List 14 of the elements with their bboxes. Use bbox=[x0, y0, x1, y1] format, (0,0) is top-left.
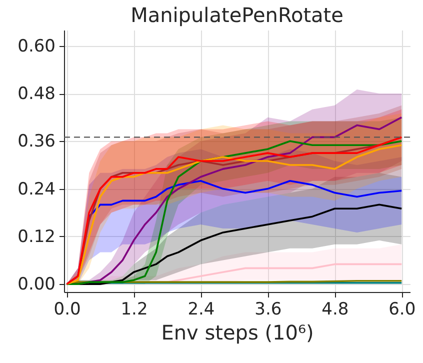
x-tick-label: 3.6 bbox=[254, 300, 282, 320]
x-tick-label: 0.0 bbox=[54, 300, 81, 320]
x-tick-label: 2.4 bbox=[188, 300, 215, 320]
y-tick-label: 0.48 bbox=[18, 84, 56, 104]
y-tick-label: 0.60 bbox=[18, 36, 56, 56]
y-tick-label: 0.00 bbox=[18, 274, 56, 295]
y-tick-label: 0.36 bbox=[18, 132, 56, 152]
x-tick-label: 1.2 bbox=[120, 300, 148, 320]
x-axis-title: Env steps (10⁶) bbox=[161, 320, 314, 344]
y-tick-label: 0.24 bbox=[18, 179, 56, 200]
x-tick-label: 6.0 bbox=[388, 300, 416, 320]
x-tick-label: 4.8 bbox=[322, 300, 349, 320]
y-tick-label: 0.12 bbox=[18, 226, 56, 247]
chart-title: ManipulatePenRotate bbox=[130, 3, 344, 27]
